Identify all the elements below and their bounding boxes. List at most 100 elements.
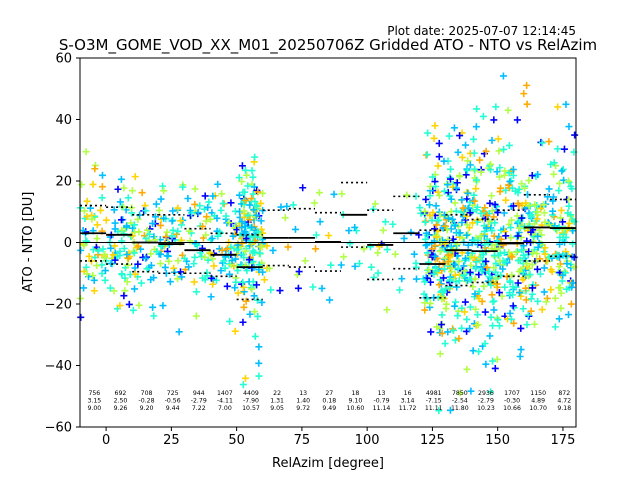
scatter-point bbox=[199, 222, 207, 230]
scatter-point bbox=[93, 262, 101, 270]
scatter-point bbox=[152, 200, 160, 208]
scatter-point bbox=[109, 251, 117, 259]
scatter-point bbox=[101, 276, 109, 284]
scatter-point bbox=[521, 184, 529, 192]
scatter-point bbox=[489, 322, 497, 330]
scatter-point bbox=[556, 179, 564, 187]
scatter-point bbox=[455, 277, 463, 285]
scatter-point bbox=[121, 287, 129, 295]
scatter-point bbox=[254, 296, 262, 304]
scatter-point bbox=[159, 302, 167, 310]
scatter-point bbox=[463, 365, 471, 373]
scatter-point bbox=[249, 190, 257, 198]
scatter-point bbox=[447, 165, 455, 173]
scatter-point bbox=[243, 267, 251, 275]
scatter-point bbox=[545, 253, 553, 261]
scatter-point bbox=[255, 343, 263, 351]
scatter-point bbox=[238, 239, 246, 247]
scatter-point bbox=[533, 250, 541, 258]
scatter-point bbox=[100, 254, 108, 262]
scatter-point bbox=[454, 148, 462, 156]
scatter-point bbox=[476, 232, 484, 240]
scatter-point bbox=[481, 340, 489, 348]
scatter-point bbox=[495, 322, 503, 330]
scatter-point bbox=[488, 136, 496, 144]
scatter-point bbox=[446, 276, 454, 284]
scatter-point bbox=[506, 278, 514, 286]
bin-stat-label: -0.28 bbox=[139, 398, 155, 405]
scatter-point bbox=[523, 237, 531, 245]
scatter-point bbox=[499, 72, 507, 80]
scatter-point bbox=[111, 242, 119, 250]
scatter-point bbox=[449, 215, 457, 223]
scatter-point bbox=[549, 207, 557, 215]
scatter-point bbox=[493, 168, 501, 176]
x-tick-label: 25 bbox=[163, 433, 180, 448]
scatter-point bbox=[259, 207, 267, 215]
bin-stat-label: -2.54 bbox=[452, 398, 468, 405]
bin-stat-label: 4981 bbox=[426, 390, 442, 397]
scatter-point bbox=[507, 315, 515, 323]
scatter-point bbox=[90, 287, 98, 295]
bin-statistics-lines bbox=[80, 181, 576, 301]
scatter-point bbox=[147, 250, 155, 258]
scatter-point bbox=[423, 295, 431, 303]
scatter-point bbox=[555, 253, 563, 261]
scatter-point bbox=[118, 226, 126, 234]
scatter-point bbox=[486, 388, 494, 396]
scatter-point bbox=[218, 190, 226, 198]
scatter-point bbox=[549, 193, 557, 201]
scatter-point bbox=[80, 207, 88, 215]
scatter-point bbox=[523, 260, 531, 268]
scatter-point bbox=[556, 284, 564, 292]
scatter-point bbox=[432, 202, 440, 210]
scatter-point bbox=[475, 271, 483, 279]
scatter-point bbox=[239, 318, 247, 326]
scatter-point bbox=[82, 148, 90, 156]
scatter-point bbox=[248, 167, 256, 175]
chart-title: S-O3M_GOME_VOD_XX_M01_20250706Z Gridded … bbox=[59, 36, 597, 55]
scatter-point bbox=[527, 295, 535, 303]
scatter-point bbox=[496, 244, 504, 252]
scatter-point bbox=[545, 185, 553, 193]
scatter-point bbox=[351, 262, 359, 270]
scatter-point bbox=[325, 232, 333, 240]
scatter-point bbox=[80, 242, 88, 250]
y-tick-label: 0 bbox=[64, 236, 72, 251]
scatter-point bbox=[533, 208, 541, 216]
scatter-point bbox=[233, 226, 241, 234]
scatter-point bbox=[526, 271, 534, 279]
scatter-point bbox=[389, 220, 397, 228]
bin-stat-label: 2.50 bbox=[114, 398, 128, 405]
scatter-point bbox=[559, 218, 567, 226]
bin-stat-label: 27 bbox=[325, 390, 333, 397]
scatter-point bbox=[89, 180, 97, 188]
scatter-point bbox=[192, 288, 200, 296]
scatter-point bbox=[120, 292, 128, 300]
scatter-point bbox=[207, 293, 215, 301]
scatter-point bbox=[241, 188, 249, 196]
scatter-point bbox=[190, 260, 198, 268]
scatter-point bbox=[124, 254, 132, 262]
scatter-point bbox=[316, 218, 324, 226]
scatter-point bbox=[420, 290, 428, 298]
scatter-point bbox=[475, 287, 483, 295]
scatter-point bbox=[554, 103, 562, 111]
scatter-point bbox=[474, 311, 482, 319]
scatter-point bbox=[466, 161, 474, 169]
scatter-point bbox=[260, 276, 268, 284]
scatter-point bbox=[431, 225, 439, 233]
scatter-point bbox=[421, 208, 429, 216]
scatter-point bbox=[480, 282, 488, 290]
scatter-point bbox=[124, 194, 132, 202]
scatter-point bbox=[570, 218, 578, 226]
scatter-point bbox=[487, 281, 495, 289]
scatter-point bbox=[223, 282, 231, 290]
scatter-point bbox=[330, 190, 338, 198]
scatter-point bbox=[161, 263, 169, 271]
scatter-point bbox=[444, 328, 452, 336]
scatter-point bbox=[432, 264, 440, 272]
scatter-point bbox=[475, 295, 483, 303]
scatter-point bbox=[142, 234, 150, 242]
scatter-point bbox=[162, 233, 170, 241]
